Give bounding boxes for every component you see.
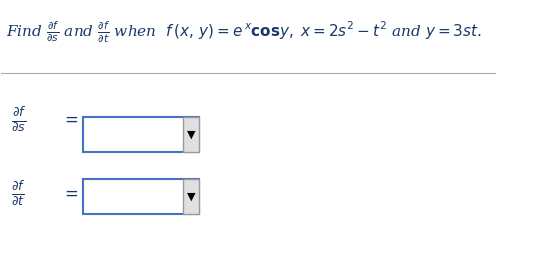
Text: $=$: $=$ bbox=[60, 111, 78, 128]
FancyBboxPatch shape bbox=[83, 117, 199, 152]
Text: ▼: ▼ bbox=[186, 191, 195, 201]
FancyBboxPatch shape bbox=[183, 179, 199, 214]
FancyBboxPatch shape bbox=[183, 117, 199, 152]
Text: $=$: $=$ bbox=[60, 185, 78, 202]
Text: Find $\frac{\partial f}{\partial s}$ and $\frac{\partial f}{\partial t}$ when  $: Find $\frac{\partial f}{\partial s}$ and… bbox=[6, 20, 482, 45]
Text: $\frac{\partial f}{\partial t}$: $\frac{\partial f}{\partial t}$ bbox=[11, 179, 26, 207]
Text: $\frac{\partial f}{\partial s}$: $\frac{\partial f}{\partial s}$ bbox=[11, 106, 27, 134]
Text: ▼: ▼ bbox=[186, 129, 195, 140]
FancyBboxPatch shape bbox=[83, 179, 199, 214]
